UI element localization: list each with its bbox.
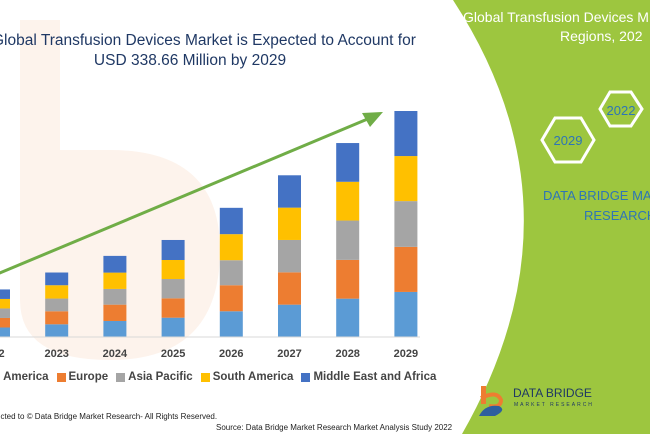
- bar-segment-2028-2: [336, 220, 360, 260]
- legend-item: Middle East and Africa: [301, 371, 436, 383]
- hex-2022-label: 2022: [607, 103, 636, 118]
- chart-title-line2: USD 338.66 Million by 2029: [93, 52, 287, 69]
- legend-label: orth America: [0, 371, 49, 383]
- legend-swatch: [301, 372, 311, 382]
- bar-segment-2027-4: [278, 175, 301, 208]
- footer-copyright: ected to © Data Bridge Market Research- …: [0, 412, 218, 421]
- bar-segment-2028-0: [336, 298, 360, 337]
- bar-segment-2028-4: [336, 143, 360, 182]
- bar-segment-2025-2: [161, 279, 185, 299]
- side-panel-title-line1: Global Transfusion Devices M: [463, 9, 649, 25]
- stacked-bar-chart: 22 2023 2024 2025 2026 2027 2028 2029: [0, 111, 420, 360]
- bar-segment-2028-1: [336, 259, 360, 299]
- trend-arrow: [0, 112, 383, 275]
- bar-segment-22-1: [0, 317, 10, 328]
- x-tick-label: 22: [0, 348, 5, 360]
- legend-label: Europe: [68, 371, 109, 383]
- x-tick-label: 2023: [44, 348, 68, 360]
- x-tick-label: 2026: [219, 348, 243, 360]
- bar-segment-2023-1: [45, 311, 69, 325]
- bar-segment-2028-3: [336, 181, 360, 221]
- x-tick-label: 2025: [161, 348, 185, 360]
- bar-segment-2029-4: [394, 111, 418, 157]
- chart-legend: orth America Europe Asia Pacific South Amer…: [0, 371, 436, 383]
- bar-segment-22-0: [0, 327, 10, 337]
- year-hexagons: 2022 2029: [540, 90, 644, 164]
- bar-segment-2029-2: [394, 201, 418, 247]
- legend-item: South America: [200, 371, 294, 383]
- bar-segment-22-2: [0, 308, 10, 318]
- bar-segment-2023-2: [45, 298, 69, 312]
- bar-segment-2027-1: [278, 272, 301, 305]
- bar-segment-2024-3: [103, 272, 127, 289]
- legend-item: Europe: [56, 371, 109, 383]
- bar-segment-2026-3: [219, 234, 243, 261]
- bar-segment-2024-1: [103, 304, 127, 321]
- bar-segment-2023-3: [45, 285, 69, 299]
- logo-name: DATA BRIDGE: [513, 386, 592, 400]
- legend-label: Middle East and Africa: [313, 371, 437, 383]
- bar-segment-2023-0: [45, 324, 69, 337]
- bar-segment-2024-0: [103, 320, 127, 337]
- legend-label: South America: [212, 371, 294, 383]
- legend-item: Asia Pacific: [116, 371, 193, 383]
- bar-segment-2027-3: [278, 207, 301, 240]
- hex-2029-label: 2029: [554, 133, 583, 148]
- bar-segment-2026-2: [219, 260, 243, 286]
- bar-segment-22-4: [0, 289, 10, 299]
- footer-source: Source: Data Bridge Market Research Mark…: [216, 423, 453, 432]
- x-tick-label: 2029: [394, 348, 418, 360]
- hexagon-2022: [598, 90, 644, 128]
- bar-segment-2025-4: [161, 239, 185, 260]
- hexagon-2029: [540, 116, 596, 164]
- x-tick-label: 2028: [335, 348, 359, 360]
- legend-swatch: [200, 372, 210, 382]
- bar-segment-2026-1: [219, 285, 243, 312]
- bar-segment-22-3: [0, 298, 10, 309]
- bar-segment-2027-0: [278, 304, 301, 337]
- bar-segment-2025-0: [161, 317, 185, 337]
- bar-segment-2029-0: [394, 291, 418, 337]
- legend-item: orth America: [0, 371, 49, 383]
- logo-subtitle: MARKET RESEARCH: [514, 402, 594, 408]
- side-panel-brand-line1: DATA BRIDGE MA: [543, 188, 650, 203]
- x-tick-label: 2024: [103, 348, 128, 360]
- side-panel-brand-line2: RESEARCH: [584, 208, 650, 223]
- chart-title-line1: Global Transfusion Devices Market is Exp…: [0, 32, 416, 49]
- data-bridge-logo-icon: [479, 386, 504, 416]
- bar-segment-2025-1: [161, 298, 185, 318]
- bar-segment-2023-4: [45, 272, 69, 286]
- x-tick-label: 2027: [277, 348, 301, 360]
- bar-segment-2026-4: [219, 207, 243, 235]
- legend-swatch: [56, 372, 66, 382]
- bar-segment-2025-3: [161, 259, 185, 280]
- bar-segment-2024-4: [103, 255, 127, 273]
- bar-segment-2026-0: [219, 311, 243, 337]
- legend-label: Asia Pacific: [128, 371, 193, 383]
- bar-segment-2027-2: [278, 239, 301, 273]
- bar-segment-2024-2: [103, 288, 127, 305]
- bar-segment-2029-3: [394, 156, 418, 202]
- legend-swatch: [116, 372, 126, 382]
- side-panel-title-line2: Regions, 202: [560, 28, 643, 44]
- bar-segment-2029-1: [394, 246, 418, 292]
